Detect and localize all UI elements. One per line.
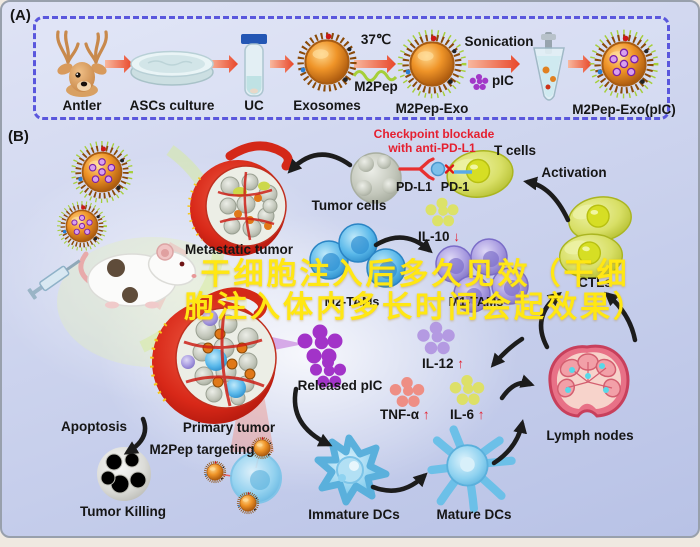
il12-label: IL-12 ↑ [422,356,465,371]
m2pep-exo-icon [400,32,464,96]
activation-label: Activation [541,165,607,180]
flow-arrows [123,152,638,493]
tumor-cell-graphic [350,152,402,204]
il10-label: IL-10 ↓ [418,229,461,244]
metastatic-tumor-label: Metastatic tumor [184,242,294,257]
immature-dc-graphic [314,434,390,506]
m2pep-exo-label: M2Pep-Exo [395,101,469,116]
pd-1-label: PD-1 [440,180,470,194]
injected-exosome-icon [73,143,131,201]
il12-dots [417,321,455,355]
tumor-cells-label: Tumor cells [311,198,387,213]
m1-tams-label: M1-TAMs [448,295,504,309]
tnf-label: TNF-α ↑ [380,407,430,422]
mature-dcs-label: Mature DCs [436,507,512,522]
exosomes-label: Exosomes [293,98,361,113]
metastatic-tumor-graphic [187,141,293,256]
m2pep-exo-pic-label: M2Pep-Exo(pIC) [572,102,676,117]
panel-a-graphics [56,30,656,101]
m2pep-peptide-icon [352,70,398,82]
ctls-label: CTLs [578,275,612,290]
figure-graphics [27,2,700,515]
watermark-text: 干细胞注入后多久见效（干细 胞注入体内多长时间会起效果） [132,258,698,324]
mouse-icon [78,243,197,309]
uc-tube-icon [241,34,267,97]
m2pep-targeting-label: M2Pep targeting [149,442,255,457]
checkpoint-blockade-line1: Checkpoint blockade [373,127,495,141]
il6-label: IL-6 ↑ [450,407,485,422]
injected-exosome-icon-2 [59,203,105,249]
panel-a-label: (A) [10,7,31,24]
m2pep-exo-pic-icon [592,32,656,96]
lymph-node-graphic [548,344,630,418]
pd-l1-pd-1-graphic [398,157,472,181]
workflow-arrows [105,55,592,73]
ascs-culture-label: ASCs culture [129,98,215,113]
primary-tumor-label: Primary tumor [182,420,276,435]
lymph-nodes-label: Lymph nodes [546,428,634,443]
immature-dcs-label: Immature DCs [308,507,400,522]
uc-label: UC [244,98,264,113]
il10-dots [425,197,459,227]
panel-b-graphics [27,141,638,515]
il6-dots [449,375,485,405]
released-pic-dots [297,324,343,364]
watermark-line1: 干细胞注入后多久见效（干细 [200,258,630,291]
tumor-killing-label: Tumor Killing [80,504,166,519]
temperature-label: 37℃ [360,32,392,47]
t-cells-label: T cells [493,143,537,158]
pic-dots-icon [469,73,489,91]
panel-b-label: (B) [8,128,29,145]
sonication-tube-icon [533,32,565,101]
petri-dish-icon [130,50,214,86]
tnf-dots [389,377,425,407]
sonication-label: Sonication [464,34,534,49]
checkpoint-blockade-line2: with anti-PD-L1 [388,141,476,155]
mature-dc-graphic [427,425,516,513]
deer-antler-icon [56,30,108,97]
exosome-icon [301,34,354,89]
antler-label: Antler [62,98,102,113]
released-pic-label: Released pIC [297,378,383,393]
pd-l1-label: PD-L1 [395,180,433,194]
watermark-line2: 胞注入体内多长时间会起效果） [184,291,646,324]
primary-tumor-graphic [149,287,277,424]
m2pep-label: M2Pep [354,79,398,94]
apoptosis-label: Apoptosis [61,419,127,434]
syringe-icon [27,259,81,300]
apoptotic-cell-graphic [97,447,151,501]
pic-label: pIC [492,73,514,88]
m2pep-targeting-graphic [203,436,282,515]
m2-tams-label: M2-TAMs [324,295,380,309]
